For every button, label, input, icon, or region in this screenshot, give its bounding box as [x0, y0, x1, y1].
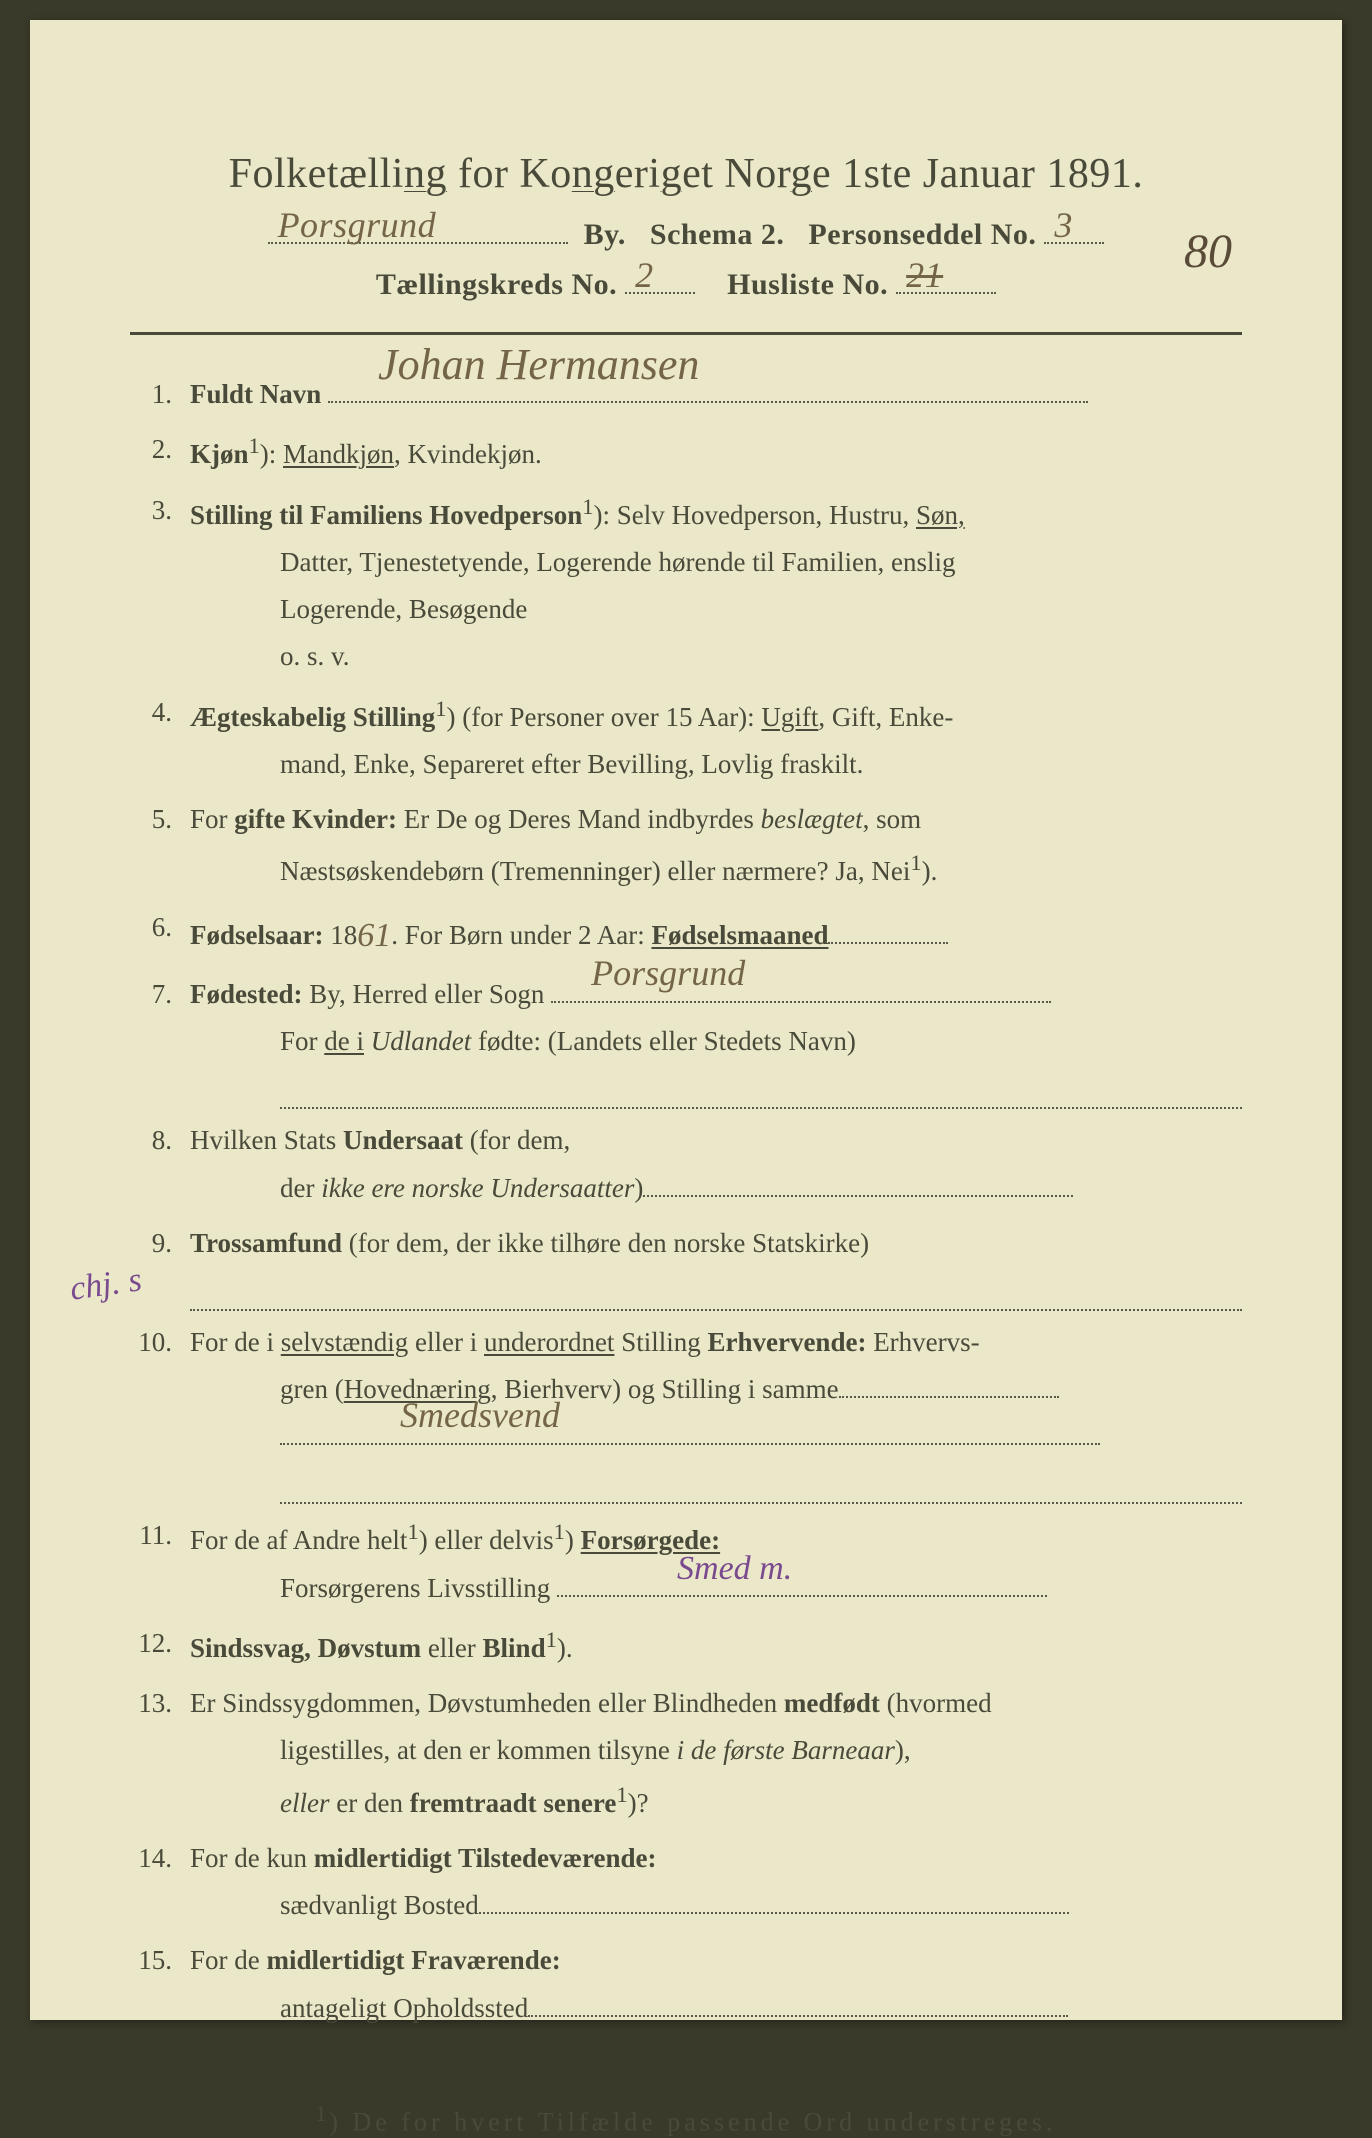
subtitle-line-1: Porsgrund By. Schema 2. Personseddel No.… — [130, 218, 1242, 252]
label-stilling: Stilling til Familiens Hovedperson — [190, 500, 582, 530]
body-15: For de midlertidigt Fraværende: antageli… — [190, 1937, 1242, 2032]
personseddel-label: Personseddel No. — [808, 218, 1036, 251]
opt-mandkjon: Mandkjøn — [283, 439, 394, 469]
field-10: 10. For de i selvstændig eller i underor… — [130, 1319, 1242, 1505]
field-2: 2. Kjøn1): Mandkjøn, Kvindekjøn. — [130, 426, 1242, 478]
kreds-value: 2 — [635, 254, 654, 296]
title-text: Folketælling for Kongeriget Norge 1ste J… — [229, 151, 1144, 197]
provider-value: Smed m. — [677, 1539, 792, 1599]
body-13: Er Sindssygdommen, Døvstumheden eller Bl… — [190, 1680, 1242, 1827]
header-block: Folketælling for Kongeriget Norge 1ste J… — [130, 150, 1242, 302]
footnote: 1) De for hvert Tilfælde passende Ord un… — [130, 2102, 1242, 2138]
body-5: For gifte Kvinder: Er De og Deres Mand i… — [190, 796, 1242, 896]
schema-label: Schema 2. — [650, 218, 785, 251]
form-items: 1. Fuldt Navn Johan Hermansen 2. Kjøn1):… — [130, 371, 1242, 2032]
num-12: 12. — [130, 1620, 190, 1672]
name-value: Johan Hermansen — [378, 326, 699, 403]
field-14: 14. For de kun midlertidigt Tilstedevære… — [130, 1835, 1242, 1930]
body-7: Fødested: By, Herred eller Sogn Porsgrun… — [190, 971, 1242, 1109]
body-1: Fuldt Navn Johan Hermansen — [190, 371, 1242, 418]
husliste-field: 21 — [896, 292, 996, 294]
num-1: 1. — [130, 371, 190, 418]
body-10: For de i selvstændig eller i underordnet… — [190, 1319, 1242, 1505]
body-4: Ægteskabelig Stilling1) (for Personer ov… — [190, 689, 1242, 789]
form-title: Folketælling for Kongeriget Norge 1ste J… — [130, 150, 1242, 198]
body-14: For de kun midlertidigt Tilstedeværende:… — [190, 1835, 1242, 1930]
husliste-value: 21 — [906, 254, 943, 296]
city-value: Porsgrund — [278, 204, 437, 246]
provider-field: Smed m. — [557, 1595, 1047, 1597]
birthplace-value: Porsgrund — [591, 942, 745, 1005]
field-8: 8. Hvilken Stats Undersaat (for dem, der… — [130, 1117, 1242, 1212]
num-5: 5. — [130, 796, 190, 896]
body-11: For de af Andre helt1) eller delvis1) Fo… — [190, 1512, 1242, 1612]
side-number: 80 — [1184, 224, 1232, 279]
num-6: 6. — [130, 904, 190, 964]
opt-ugift: Ugift — [761, 702, 818, 732]
label-aegteskab: Ægteskabelig Stilling — [190, 702, 435, 732]
num-4: 4. — [130, 689, 190, 789]
field-5: 5. For gifte Kvinder: Er De og Deres Man… — [130, 796, 1242, 896]
num-2: 2. — [130, 426, 190, 478]
field-1: 1. Fuldt Navn Johan Hermansen — [130, 371, 1242, 418]
body-3: Stilling til Familiens Hovedperson1): Se… — [190, 487, 1242, 681]
label-fuldt-navn: Fuldt Navn — [190, 379, 321, 409]
birthplace-field: Porsgrund — [551, 1001, 1051, 1003]
field-9: 9. Trossamfund (for dem, der ikke tilhør… — [130, 1220, 1242, 1311]
field-7: 7. Fødested: By, Herred eller Sogn Porsg… — [130, 971, 1242, 1109]
num-15: 15. — [130, 1937, 190, 2032]
subtitle-line-2: Tællingskreds No. 2 Husliste No. 21 — [130, 268, 1242, 302]
body-9: Trossamfund (for dem, der ikke tilhøre d… — [190, 1220, 1242, 1311]
opt-son: Søn, — [916, 500, 965, 530]
field-13: 13. Er Sindssygdommen, Døvstumheden elle… — [130, 1680, 1242, 1827]
num-11: 11. — [130, 1512, 190, 1612]
kreds-field: 2 — [625, 292, 695, 294]
num-8: 8. — [130, 1117, 190, 1212]
label-kjon: Kjøn — [190, 439, 249, 469]
num-3: 3. — [130, 487, 190, 681]
kreds-label: Tællingskreds No. — [376, 268, 617, 301]
footnote-text: ) De for hvert Tilfælde passende Ord und… — [329, 2108, 1056, 2137]
num-10: 10. — [130, 1319, 190, 1505]
husliste-label: Husliste No. — [727, 268, 888, 301]
city-field: Porsgrund — [268, 242, 568, 244]
field-11: 11. For de af Andre helt1) eller delvis1… — [130, 1512, 1242, 1612]
occupation-value: Smedsvend — [400, 1384, 560, 1447]
body-2: Kjøn1): Mandkjøn, Kvindekjøn. — [190, 426, 1242, 478]
num-7: 7. — [130, 971, 190, 1109]
name-field: Johan Hermansen — [328, 401, 1088, 403]
personseddel-field: 3 — [1044, 242, 1104, 244]
field-15: 15. For de midlertidigt Fraværende: anta… — [130, 1937, 1242, 2032]
by-label: By. — [584, 218, 626, 251]
birthyear-value: 61 — [357, 917, 391, 954]
census-form-page: Folketælling for Kongeriget Norge 1ste J… — [30, 20, 1342, 2020]
field-4: 4. Ægteskabelig Stilling1) (for Personer… — [130, 689, 1242, 789]
field-3: 3. Stilling til Familiens Hovedperson1):… — [130, 487, 1242, 681]
personseddel-value: 3 — [1054, 204, 1073, 246]
num-13: 13. — [130, 1680, 190, 1827]
opt-kvindekjon: Kvindekjøn. — [408, 439, 542, 469]
body-8: Hvilken Stats Undersaat (for dem, der ik… — [190, 1117, 1242, 1212]
num-14: 14. — [130, 1835, 190, 1930]
field-12: 12. Sindssvag, Døvstum eller Blind1). — [130, 1620, 1242, 1672]
body-12: Sindssvag, Døvstum eller Blind1). — [190, 1620, 1242, 1672]
